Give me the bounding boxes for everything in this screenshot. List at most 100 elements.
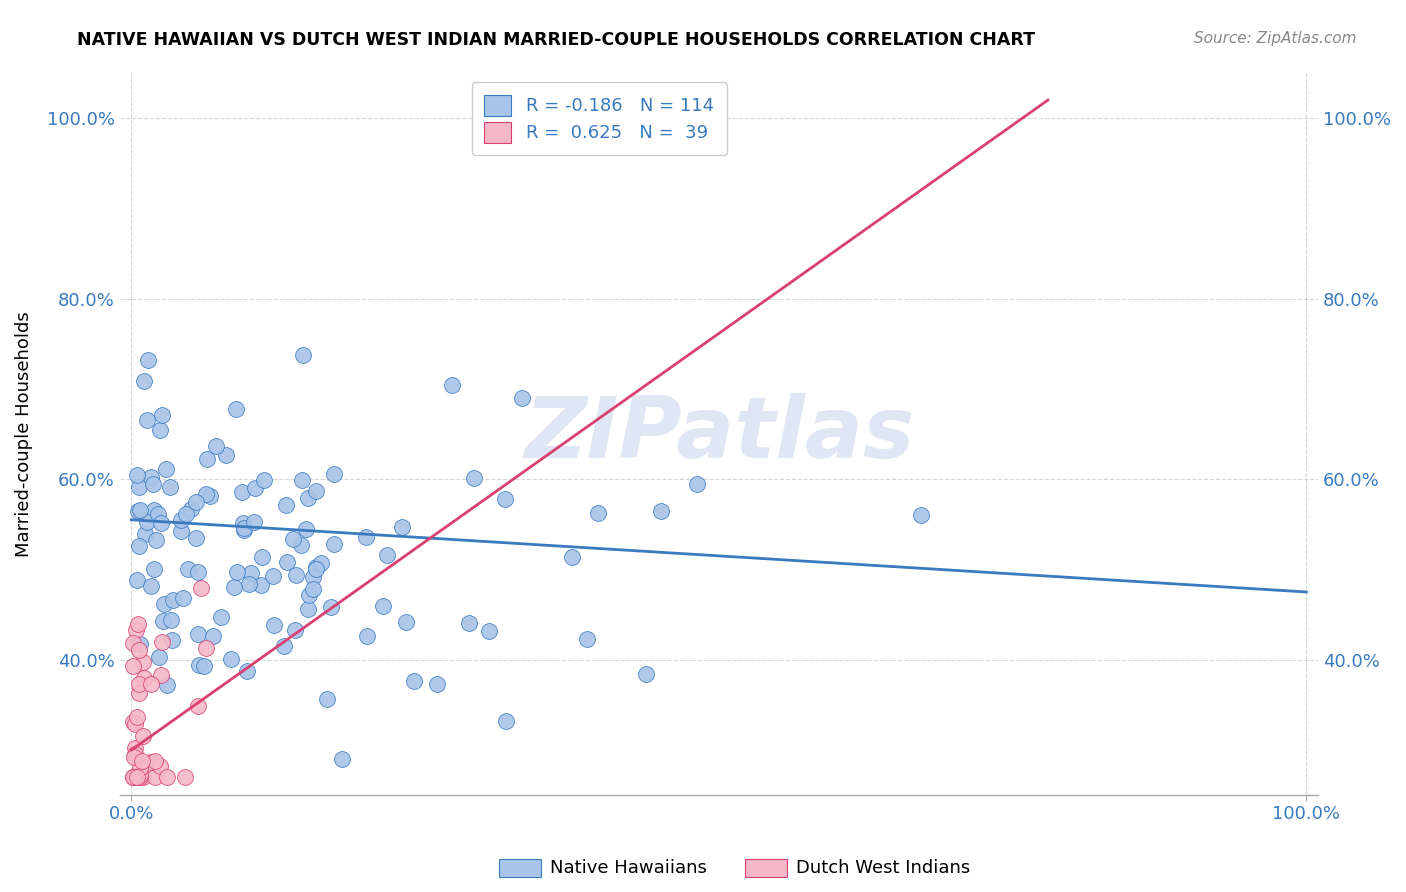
Point <box>134 671 156 685</box>
Point <box>124 747 146 761</box>
Point <box>150 408 173 422</box>
Point <box>124 770 146 784</box>
Point <box>356 629 378 643</box>
Point <box>276 555 298 569</box>
Point <box>231 484 253 499</box>
Point <box>494 491 516 506</box>
Point <box>127 504 149 518</box>
Point <box>148 650 170 665</box>
Point <box>162 592 184 607</box>
Point <box>139 470 162 484</box>
Point <box>122 658 145 673</box>
Point <box>510 391 533 405</box>
Point <box>309 557 332 571</box>
Point <box>281 532 304 546</box>
Point <box>143 562 166 576</box>
Point <box>128 686 150 700</box>
Text: Native Hawaiians: Native Hawaiians <box>550 859 707 877</box>
Point <box>124 716 146 731</box>
Point <box>263 618 285 632</box>
Point <box>252 550 274 565</box>
Point <box>232 516 254 531</box>
Point <box>575 632 598 646</box>
Point <box>187 627 209 641</box>
Point <box>330 752 353 766</box>
Point <box>155 462 177 476</box>
Point <box>170 513 193 527</box>
Point <box>142 477 165 491</box>
Point <box>121 770 143 784</box>
Point <box>128 643 150 657</box>
Point <box>233 520 256 534</box>
Point <box>127 573 149 587</box>
Point <box>650 504 672 518</box>
Point <box>125 770 148 784</box>
Point <box>134 374 156 388</box>
Point <box>136 353 159 368</box>
Point <box>131 754 153 768</box>
Point <box>239 566 262 581</box>
Point <box>302 570 325 584</box>
Point <box>150 516 173 530</box>
Point <box>128 770 150 784</box>
Point <box>149 758 172 772</box>
Point <box>152 598 174 612</box>
Point <box>128 637 150 651</box>
Point <box>173 591 195 606</box>
Point <box>201 629 224 643</box>
Point <box>150 635 173 649</box>
Point <box>121 636 143 650</box>
Point <box>127 617 149 632</box>
Point <box>127 710 149 724</box>
Point <box>295 522 318 536</box>
Point <box>128 768 150 782</box>
Point <box>170 524 193 538</box>
Text: Dutch West Indians: Dutch West Indians <box>796 859 970 877</box>
Point <box>135 413 157 427</box>
Point <box>284 624 307 638</box>
Point <box>586 506 609 520</box>
Point <box>132 770 155 784</box>
Point <box>176 562 198 576</box>
Point <box>238 577 260 591</box>
Point <box>128 677 150 691</box>
Point <box>200 489 222 503</box>
Point <box>373 599 395 613</box>
Point <box>128 503 150 517</box>
Point <box>243 515 266 529</box>
Point <box>156 770 179 784</box>
Point <box>125 624 148 638</box>
Point <box>195 452 218 467</box>
Point <box>298 588 321 602</box>
Point <box>323 467 346 481</box>
Point <box>124 741 146 756</box>
Point <box>426 676 449 690</box>
Point <box>122 750 145 764</box>
Point <box>305 484 328 499</box>
Point <box>143 770 166 784</box>
Text: NATIVE HAWAIIAN VS DUTCH WEST INDIAN MARRIED-COUPLE HOUSEHOLDS CORRELATION CHART: NATIVE HAWAIIAN VS DUTCH WEST INDIAN MAR… <box>77 31 1035 49</box>
Point <box>290 539 312 553</box>
Point <box>132 655 155 669</box>
Point <box>128 480 150 494</box>
Point <box>149 423 172 437</box>
Point <box>441 377 464 392</box>
Point <box>395 615 418 630</box>
Point <box>225 401 247 416</box>
Point <box>146 507 169 521</box>
Point <box>219 652 242 666</box>
Point <box>354 530 377 544</box>
Point <box>187 698 209 713</box>
Point <box>291 473 314 487</box>
Point <box>209 610 232 624</box>
Point <box>243 481 266 495</box>
Point <box>145 533 167 548</box>
Point <box>194 487 217 501</box>
Point <box>262 569 284 583</box>
Point <box>297 601 319 615</box>
Point <box>136 515 159 529</box>
Point <box>139 755 162 769</box>
Point <box>315 692 337 706</box>
Point <box>139 578 162 592</box>
Point <box>285 568 308 582</box>
